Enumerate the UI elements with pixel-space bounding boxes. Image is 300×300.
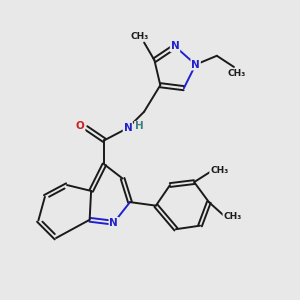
Text: N: N	[171, 41, 179, 51]
Text: N: N	[124, 123, 132, 133]
Text: CH₃: CH₃	[210, 166, 228, 175]
Text: N: N	[110, 218, 118, 228]
Text: CH₃: CH₃	[228, 69, 246, 78]
Text: H: H	[135, 122, 143, 131]
Text: CH₃: CH₃	[223, 212, 242, 221]
Text: N: N	[191, 60, 200, 70]
Text: O: O	[76, 122, 85, 131]
Text: CH₃: CH₃	[130, 32, 149, 40]
